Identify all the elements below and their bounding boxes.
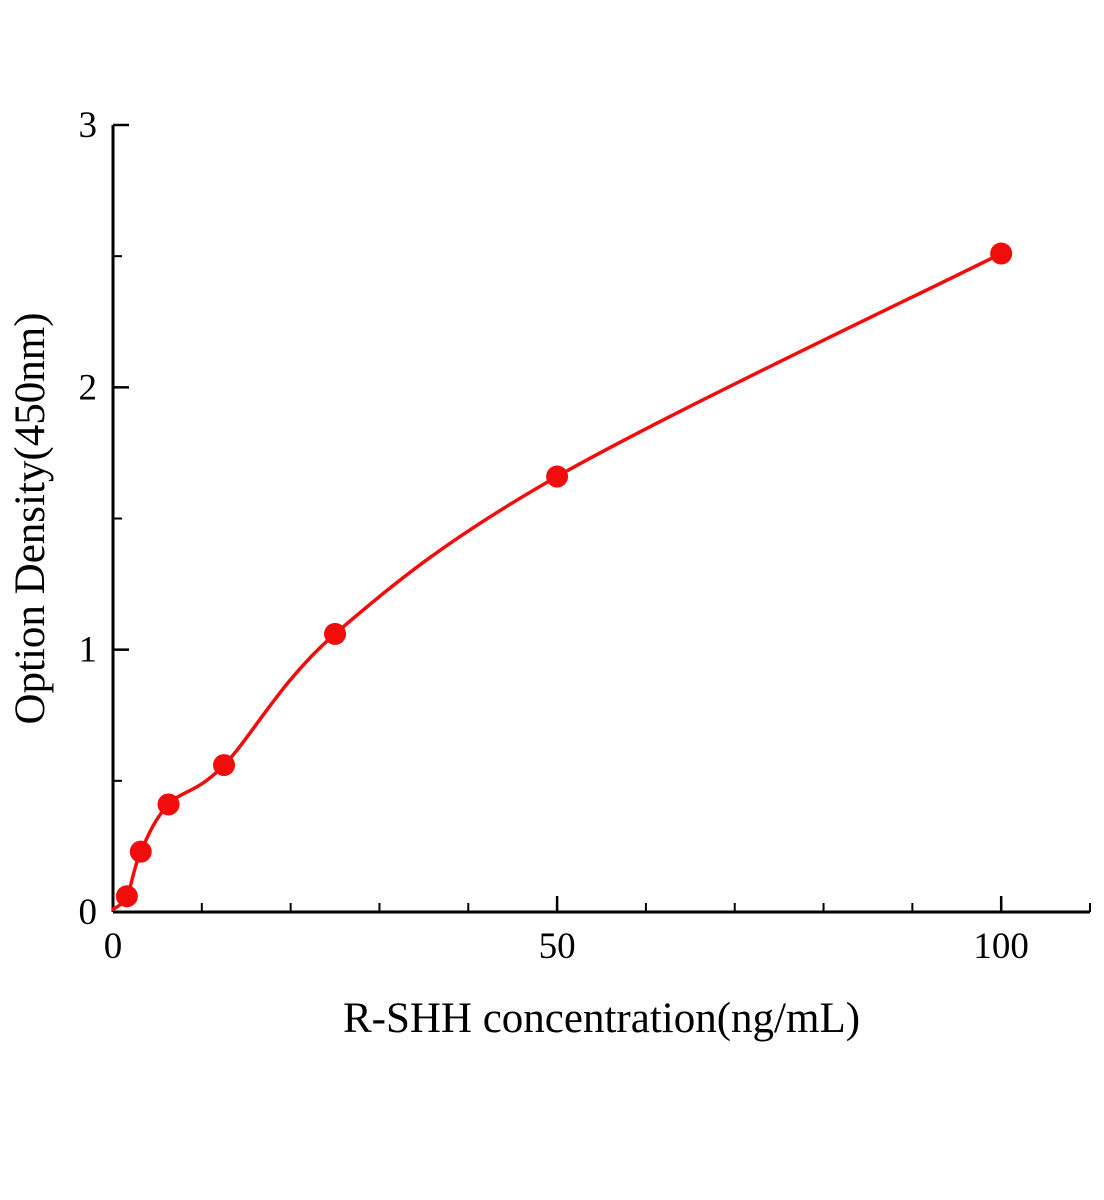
data-point-marker <box>129 840 152 863</box>
data-point-marker <box>213 754 236 777</box>
y-tick-label: 3 <box>79 105 98 146</box>
data-point-marker <box>157 793 180 816</box>
x-axis-title: R-SHH concentration(ng/mL) <box>343 995 860 1042</box>
y-axis-title: Option Density(450nm) <box>7 312 54 724</box>
x-tick-label: 50 <box>539 926 576 967</box>
x-tick-label: 100 <box>973 926 1029 967</box>
fitted-curve <box>111 251 1003 912</box>
data-point-marker <box>115 885 138 908</box>
x-tick-label: 0 <box>104 926 123 967</box>
data-point-marker <box>990 242 1013 265</box>
y-tick-label: 2 <box>79 367 98 408</box>
y-tick-label: 1 <box>79 630 98 671</box>
data-point-marker <box>324 622 347 645</box>
y-tick-label: 0 <box>79 892 98 933</box>
data-point-marker <box>546 465 569 488</box>
